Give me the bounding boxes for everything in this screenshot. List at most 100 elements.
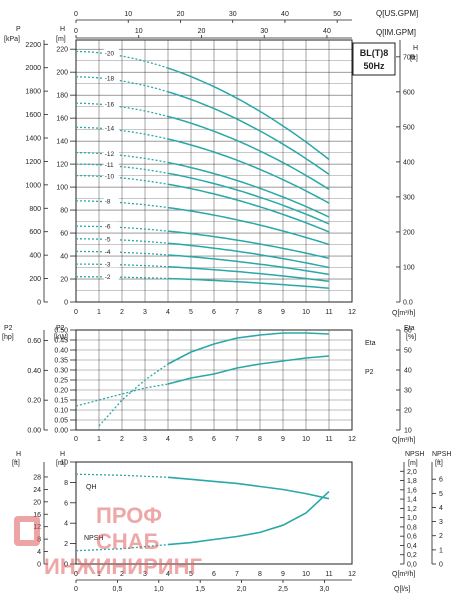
head-m-tick-label: 180 bbox=[56, 93, 68, 100]
head-curve-label-bg bbox=[103, 246, 119, 255]
head-x-tick-label: 10 bbox=[302, 309, 310, 316]
power-eta-tick-label: 50 bbox=[404, 348, 412, 355]
head-curve-label-bg bbox=[103, 148, 119, 157]
qh-m-tick-label: 8 bbox=[64, 480, 68, 487]
npsh-ft-tick-label: 1 bbox=[439, 547, 443, 554]
qh-chart-ft-unit: [ft] bbox=[12, 460, 20, 467]
top-axis-us-ticks: 0 10 20 30 40 50 bbox=[74, 11, 341, 23]
power-x-tick-label: 6 bbox=[212, 436, 216, 443]
head-curve bbox=[167, 254, 330, 276]
qh-chart-npsh-ft-unit: [ft] bbox=[435, 460, 443, 467]
head-kpa-tick-label: 0 bbox=[37, 300, 41, 307]
power-kw-tick-label: 0.50 bbox=[54, 328, 68, 335]
qh-x-tick-label: 1 bbox=[97, 571, 101, 578]
head-kpa-tick-label: 1400 bbox=[25, 136, 41, 143]
qh-ft-tick-label: 16 bbox=[33, 512, 41, 519]
npsh-m-tick-label: 1,0 bbox=[407, 515, 417, 522]
model-badge-line1: BL(T)8 bbox=[360, 48, 389, 58]
head-ft-tick-label: 600 bbox=[403, 89, 415, 96]
head-kpa-tick-label: 400 bbox=[29, 253, 41, 260]
watermark: ПРОФ СНАБ ИНЖИНИРИНГ bbox=[14, 503, 202, 579]
head-curve bbox=[167, 265, 330, 283]
head-m-tick-label: 20 bbox=[60, 277, 68, 284]
qh-m-tick-label: 4 bbox=[64, 521, 68, 528]
power-hp-tick-label: 0.00 bbox=[27, 428, 41, 435]
head-m-tick-label: 40 bbox=[60, 254, 68, 261]
top-us-tick-label: 50 bbox=[333, 11, 341, 18]
power-kw-tick-label: 0.30 bbox=[54, 368, 68, 375]
qh-m-tick-label: 10 bbox=[60, 460, 68, 467]
head-chart-ft-unit-top: H bbox=[413, 45, 418, 52]
npsh-series-label: NPSH bbox=[84, 535, 103, 542]
head-curve-dashed bbox=[75, 126, 169, 140]
qh-x-tick-label: 5 bbox=[189, 571, 193, 578]
head-kpa-tick-label: 2000 bbox=[25, 65, 41, 72]
qh-chart-npsh-ft-unit-top: NPSH bbox=[432, 451, 451, 458]
head-curve-label-bg bbox=[103, 234, 119, 243]
power-chart-hp-unit: [hp] bbox=[2, 334, 14, 341]
head-curve-dashed bbox=[76, 225, 169, 232]
power-x-tick-label: 7 bbox=[235, 436, 239, 443]
head-curve bbox=[167, 138, 330, 204]
qh-ft-tick-label: 4 bbox=[37, 549, 41, 556]
model-badge-line2: 50Hz bbox=[363, 61, 385, 71]
head-curve-label: -3 bbox=[105, 261, 111, 268]
qh-x-tick-label: 12 bbox=[348, 571, 356, 578]
top-us-tick-label: 0 bbox=[74, 11, 78, 18]
head-curve-label: -16 bbox=[105, 102, 115, 109]
power-chart-eta-unit: [%] bbox=[406, 334, 416, 341]
npsh-m-tick-label: 0,0 bbox=[407, 562, 417, 569]
head-curve bbox=[167, 183, 330, 233]
qh-x2-tick-label: 2,0 bbox=[237, 586, 247, 593]
qh-x-tick-label: 7 bbox=[235, 571, 239, 578]
head-x-tick-label: 0 bbox=[74, 309, 78, 316]
head-curve-dashed bbox=[76, 263, 169, 268]
head-chart-m-unit: [m] bbox=[56, 36, 66, 43]
head-curve bbox=[167, 230, 330, 260]
npsh-m-tick-label: 0,8 bbox=[407, 524, 417, 531]
head-curve-label: -6 bbox=[105, 224, 111, 231]
npsh-m-tick-label: 1,2 bbox=[407, 506, 417, 513]
head-curve-label: -20 bbox=[105, 50, 115, 57]
head-curve-label: -4 bbox=[105, 249, 111, 256]
top-flow-axes: Q[US.GPM] Q[IM.GPM] 0 10 20 30 40 50 0 10 20 30 4… bbox=[74, 9, 418, 39]
head-curve-dashed bbox=[76, 174, 169, 185]
power-kw-tick-label: 0.20 bbox=[54, 388, 68, 395]
watermark-line2: СНАБ bbox=[96, 529, 160, 554]
qh-x2-tick-label: 3,0 bbox=[320, 586, 330, 593]
head-curve-label-bg bbox=[103, 271, 119, 280]
head-m-tick-label: 200 bbox=[56, 70, 68, 77]
top-axis-im-ticks: 0 10 20 30 40 bbox=[74, 28, 331, 38]
head-chart-kpa-unit-top: P bbox=[16, 26, 21, 33]
npsh-ft-tick-label: 2 bbox=[439, 533, 443, 540]
npsh-m-tick-label: 0,6 bbox=[407, 534, 417, 541]
p2-curve bbox=[167, 355, 330, 385]
eta-series-label: Eta bbox=[365, 340, 376, 347]
npsh-ft-tick-label: 0 bbox=[439, 562, 443, 569]
head-curve-label-bg bbox=[103, 73, 119, 82]
head-x-tick-label: 6 bbox=[212, 309, 216, 316]
qh-chart-m-unit-top: H bbox=[60, 451, 65, 458]
head-curve-label: -2 bbox=[105, 274, 111, 281]
power-hp-tick-label: 0.40 bbox=[27, 368, 41, 375]
head-curve bbox=[167, 172, 330, 225]
qh-chart-curves: QH NPSH bbox=[75, 473, 330, 552]
qh-x-tick-label: 6 bbox=[212, 571, 216, 578]
head-curve-label-bg bbox=[103, 99, 119, 108]
head-chart: -2-3-4-5-6-8-10-11-12-14-16-18-20 020406… bbox=[4, 26, 418, 317]
head-ft-tick-label: 500 bbox=[403, 124, 415, 131]
eta-curve-dashed bbox=[98, 363, 169, 427]
top-us-tick-label: 10 bbox=[124, 11, 132, 18]
head-curve bbox=[167, 277, 330, 289]
power-x-tick-label: 3 bbox=[143, 436, 147, 443]
head-chart-xlabel: Q[m³/h] bbox=[392, 310, 415, 317]
power-hp-tick-label: 0.20 bbox=[27, 398, 41, 405]
qh-chart-ft-unit-top: H bbox=[16, 451, 21, 458]
head-kpa-tick-label: 1000 bbox=[25, 182, 41, 189]
head-curve bbox=[167, 115, 330, 191]
head-curve-dashed bbox=[75, 76, 169, 93]
qh-ft-tick-label: 20 bbox=[33, 499, 41, 506]
head-m-tick-label: 120 bbox=[56, 162, 68, 169]
